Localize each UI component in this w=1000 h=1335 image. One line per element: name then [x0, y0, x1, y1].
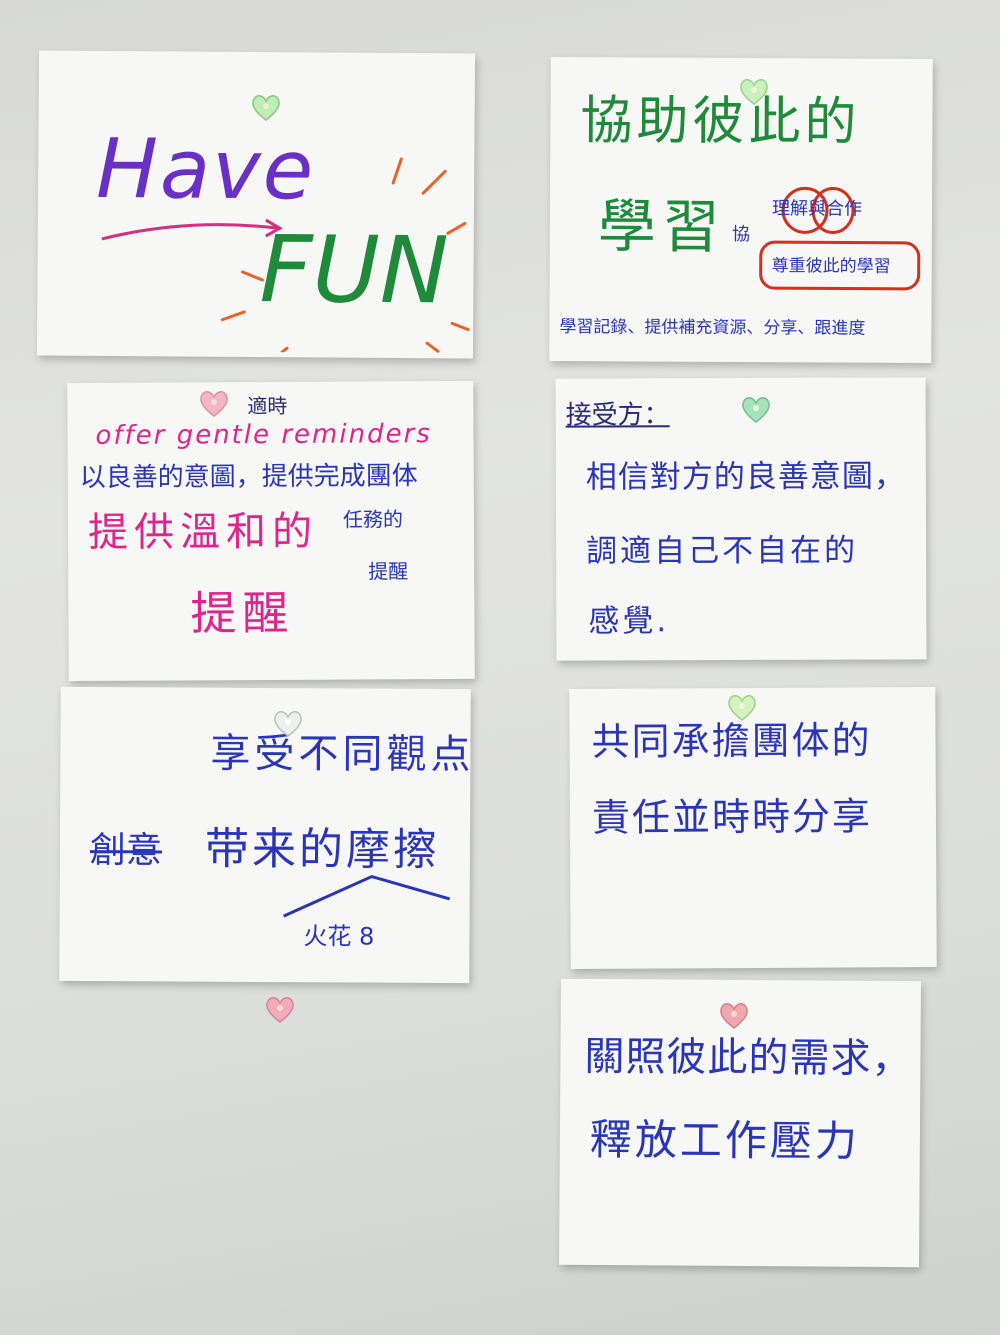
heart-magnet-icon[interactable]: [272, 708, 304, 738]
share-line2: 責任並時時分享: [591, 794, 873, 840]
note-enjoy-differences: 享受不同觀点 創意 带来的摩擦 火花 8: [59, 686, 475, 984]
gentle-line1: 以良善的意圖，提供完成團体: [79, 461, 418, 494]
tag-respect: 尊重彼此的學習: [771, 256, 891, 277]
share-line1: 共同承擔團体的: [591, 718, 872, 764]
heart-magnet-icon[interactable]: [740, 394, 772, 424]
caret-doodle: [282, 874, 451, 918]
receiver-line2: 調適自己不自在的: [586, 532, 859, 570]
care-line1: 關照彼此的需求，: [584, 1033, 913, 1083]
note-help-learning: 協助彼此的 學習 協 理解與合作 尊重彼此的學習 學習記錄、提供補充資源、分享、…: [549, 57, 933, 363]
note-have-fun: Have FUN: [36, 50, 476, 359]
heart-magnet-icon[interactable]: [738, 76, 770, 106]
sparkle-lines-doodle: [220, 157, 470, 354]
learning-big-text: 學習: [597, 192, 727, 261]
gentle-line2-side: 任務的: [342, 507, 404, 532]
arrow-doodle: [101, 218, 283, 241]
heart-magnet-icon[interactable]: [198, 388, 230, 418]
gentle-line2: 提供溫和的: [87, 508, 319, 556]
note-gentle-reminders: 適時 offer gentle reminders 以良善的意圖，提供完成團体 …: [67, 380, 475, 682]
enjoy-struck-word: 創意: [89, 830, 163, 872]
gentle-english: offer gentle reminders: [95, 419, 432, 451]
enjoy-line1: 享受不同觀点: [210, 730, 475, 779]
help-title: 協助彼此的: [580, 91, 861, 153]
gentle-line3-side: 提醒: [368, 559, 409, 584]
red-circle-marks: [759, 186, 921, 291]
care-line2: 釋放工作壓力: [589, 1114, 861, 1166]
heart-magnet-icon[interactable]: [264, 994, 296, 1024]
gentle-top-small: 適時: [247, 393, 288, 419]
learning-side-note: 協: [731, 223, 750, 246]
heart-magnet-icon[interactable]: [250, 92, 282, 122]
gentle-line4: 提醒: [190, 585, 295, 641]
enjoy-line2: 带来的摩擦: [204, 823, 441, 876]
receiver-heading: 接受方：: [565, 400, 670, 431]
heart-magnet-icon[interactable]: [726, 692, 758, 722]
heart-magnet-icon[interactable]: [718, 1000, 750, 1030]
receiver-line3: 感覺.: [588, 603, 670, 640]
help-bottom-line: 學習記錄、提供補充資源、分享、跟進度: [559, 317, 866, 339]
enjoy-footnote: 火花 8: [303, 922, 375, 951]
receiver-line1: 相信對方的良善意圖，: [585, 458, 906, 496]
tag-understand: 理解與合作: [771, 198, 863, 220]
note-shared-responsibility: 共同承擔團体的 責任並時時分享: [569, 687, 937, 969]
